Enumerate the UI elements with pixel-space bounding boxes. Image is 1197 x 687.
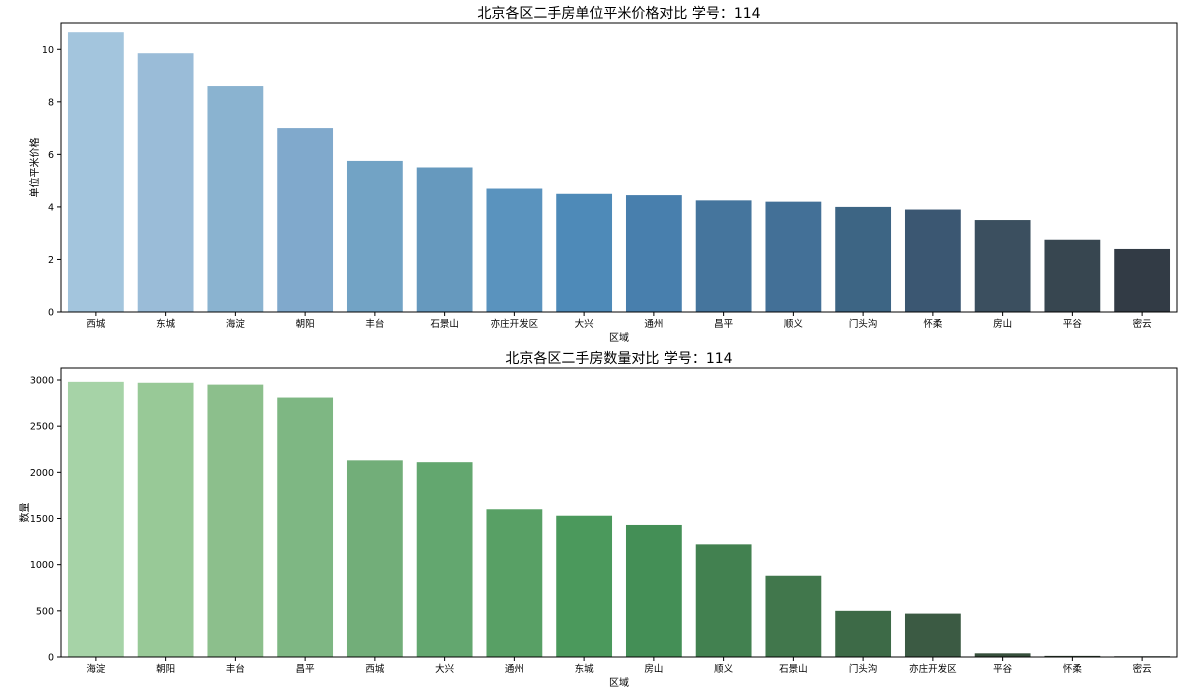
count-x-axis-label: 区域 — [609, 676, 629, 687]
count-ytick-label-4: 2000 — [30, 468, 54, 479]
price-bar-4 — [346, 160, 403, 312]
price-xtick-label-10: 顺义 — [784, 319, 804, 330]
count-xtick-label-10: 石景山 — [779, 664, 808, 675]
price-xtick-label-13: 房山 — [993, 318, 1012, 330]
price-xtick-label-7: 大兴 — [575, 318, 594, 330]
count-xtick-label-2: 丰台 — [226, 663, 245, 675]
price-ytick-label-2: 4 — [48, 202, 54, 213]
price-xtick-label-8: 通州 — [644, 319, 663, 330]
count-xtick-label-8: 房山 — [644, 663, 663, 675]
price-bar-14 — [1044, 239, 1101, 312]
price-xtick-label-4: 丰台 — [365, 318, 384, 330]
count-bar-13 — [974, 653, 1031, 657]
price-bar-8 — [625, 195, 682, 312]
price-xtick-label-1: 东城 — [156, 318, 176, 330]
count-bar-8 — [625, 524, 682, 657]
price-xtick-label-14: 平谷 — [1063, 319, 1083, 330]
count-xtick-label-6: 通州 — [505, 664, 524, 675]
price-ytick-label-5: 10 — [42, 45, 54, 56]
price-bar-7 — [556, 193, 613, 312]
count-bar-3 — [277, 397, 334, 657]
count-bar-7 — [556, 515, 613, 657]
count-bar-12 — [904, 613, 961, 657]
count-bar-6 — [486, 509, 543, 657]
price-bar-10 — [765, 201, 822, 312]
price-bar-11 — [835, 206, 892, 312]
count-xtick-label-15: 密云 — [1133, 663, 1152, 675]
count-bar-1 — [137, 382, 194, 657]
price-xtick-label-11: 门头沟 — [849, 318, 878, 330]
count-xtick-label-12: 亦庄开发区 — [909, 663, 957, 675]
price-ytick-label-0: 0 — [48, 308, 54, 319]
price-bar-5 — [416, 167, 473, 312]
price-xtick-label-2: 海淀 — [226, 318, 246, 330]
count-ytick-label-2: 1000 — [30, 560, 54, 571]
count-xtick-label-3: 昌平 — [296, 664, 316, 675]
price-x-axis-label: 区域 — [609, 331, 629, 344]
count-ytick-label-5: 2500 — [30, 422, 54, 433]
price-bar-6 — [486, 188, 543, 312]
count-bar-4 — [346, 460, 403, 657]
price-chart-title: 北京各区二手房单位平米价格对比 学号：114 — [477, 6, 760, 22]
price-xtick-label-5: 石景山 — [430, 319, 459, 330]
price-xtick-label-6: 亦庄开发区 — [491, 318, 539, 330]
price-chart: 0 2 4 6 8 10 西城 东城 海淀 朝阳 丰台 石景山 亦庄开发区 大兴 通州 昌平 顺义 门头沟 怀柔 房山… — [28, 6, 1178, 344]
count-y-axis-label: 数量 — [18, 503, 31, 523]
price-bar-15 — [1114, 248, 1171, 312]
count-ytick-label-3: 1500 — [30, 514, 54, 525]
price-ytick-label-1: 2 — [48, 255, 54, 266]
price-bar-0 — [67, 32, 124, 312]
price-bar-9 — [695, 200, 752, 312]
count-ytick-label-6: 3000 — [30, 376, 54, 387]
count-xtick-label-7: 东城 — [575, 663, 595, 675]
count-plot-frame — [60, 367, 1178, 658]
count-bar-9 — [695, 544, 752, 657]
count-xtick-label-1: 朝阳 — [156, 664, 175, 675]
price-bar-1 — [137, 53, 194, 313]
price-bar-3 — [277, 128, 334, 312]
count-xtick-label-5: 大兴 — [435, 663, 454, 675]
count-xtick-label-14: 怀柔 — [1063, 663, 1083, 675]
price-bar-12 — [904, 209, 961, 312]
price-plot-frame — [60, 22, 1178, 313]
count-chart-title: 北京各区二手房数量对比 学号：114 — [505, 351, 732, 367]
count-ytick-label-0: 0 — [48, 653, 54, 664]
price-xtick-label-3: 朝阳 — [296, 319, 315, 330]
price-ytick-label-4: 8 — [48, 97, 54, 108]
price-y-axis-label: 单位平米价格 — [28, 138, 41, 198]
price-xtick-label-12: 怀柔 — [923, 318, 943, 330]
price-xtick-label-15: 密云 — [1133, 318, 1152, 330]
count-bar-10 — [765, 575, 822, 657]
price-bar-2 — [207, 86, 264, 312]
count-xtick-label-0: 海淀 — [86, 663, 106, 675]
count-xtick-label-9: 顺义 — [714, 664, 734, 675]
count-bar-5 — [416, 462, 473, 657]
count-chart: 0 500 1000 1500 2000 2500 3000 海淀 朝阳 丰台 昌平 西城 大兴 通州 东城… — [18, 351, 1178, 687]
price-ytick-label-3: 6 — [48, 150, 54, 161]
price-xtick-label-0: 西城 — [86, 319, 106, 330]
count-xtick-label-13: 平谷 — [993, 664, 1013, 675]
price-bar-13 — [974, 220, 1031, 312]
count-bar-11 — [835, 610, 892, 657]
count-bar-0 — [67, 381, 124, 657]
count-xtick-label-11: 门头沟 — [849, 663, 878, 675]
count-bar-14 — [1044, 655, 1101, 657]
count-bar-2 — [207, 384, 264, 657]
count-ytick-label-1: 500 — [36, 606, 54, 617]
price-xtick-label-9: 昌平 — [714, 319, 734, 330]
count-xtick-label-4: 西城 — [365, 664, 385, 675]
